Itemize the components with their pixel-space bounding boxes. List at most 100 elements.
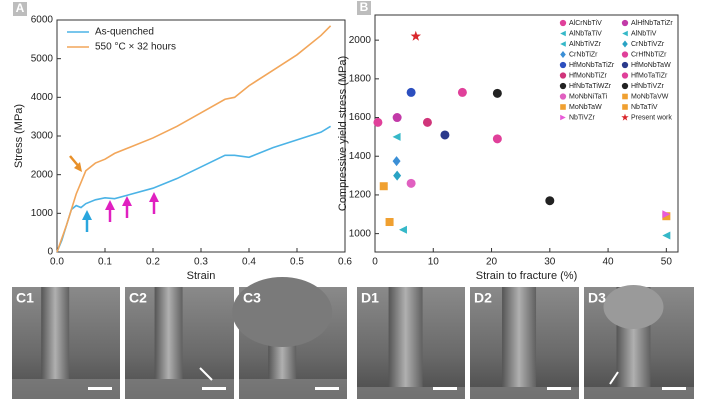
legend-marker [559,19,567,27]
legend-marker [560,51,566,58]
x-tick-label: 0.4 [242,257,256,268]
legend-label: CrNbTiVZr [631,41,665,48]
deformed-top [603,285,664,329]
legend-label: HfMoNbTaTiZr [569,62,615,69]
panel-letter: B [360,0,369,14]
x-tick-label: 0.1 [98,257,112,268]
legend-marker [560,104,566,110]
legend-label: MoNbNiTaTi [569,93,608,100]
legend-marker [621,61,629,69]
y-tick-label: 5000 [31,53,54,64]
line [56,25,332,253]
scale-bar [547,387,571,390]
point [398,225,407,234]
panel-label: C1 [16,290,34,306]
legend-label: As-quenched [95,27,154,38]
panel-label: D3 [588,290,606,306]
legend-marker [622,40,628,48]
pillar [268,342,297,379]
y-tick-label: 6000 [31,15,54,26]
x-tick-label: 30 [544,257,556,268]
x-tick-label: 0.3 [194,257,208,268]
arrow [74,162,82,172]
point [662,210,671,219]
legend-marker [622,104,628,110]
legend-marker [559,93,567,100]
legend-label: AlNbTaTiV [569,30,602,37]
legend-marker [559,72,567,79]
legend-label: AlHfNbTaTiZr [631,20,673,27]
legend-label: NbTiVZr [569,114,595,121]
legend-label: CrNbTiZr [569,51,598,58]
x-tick-label: 0 [372,257,378,268]
x-tick-label: 0.5 [290,257,304,268]
point [440,130,450,140]
x-tick-label: 10 [428,257,440,268]
legend-label: HfMoNbTaW [631,62,671,69]
pillar [41,287,70,379]
legend-label: HfNbTiVZr [631,83,664,90]
x-tick-label: 0.0 [50,257,64,268]
point [422,117,432,127]
arrow [105,200,115,210]
y-tick-label: 1600 [349,112,372,123]
legend-label: AlCrNbTiV [569,20,602,27]
arrow [149,192,159,202]
panel-letter-box [13,2,27,16]
arrow [609,371,619,385]
arrow [122,196,132,206]
y-tick-label: 0 [47,247,53,258]
y-tick-label: 3000 [31,131,54,142]
legend-marker [560,30,566,37]
legend-marker [621,72,629,79]
scale-bar [202,387,226,390]
legend-marker [622,93,628,100]
panel-letter-box [357,1,371,15]
panel-label: C3 [243,290,261,306]
point [457,87,467,97]
legend-label: MoNbTaVW [631,93,669,100]
legend-label: HfMoNbTiZr [569,72,608,79]
y-axis-label: Compressive yield stress (MPa) [337,56,349,211]
y-tick-label: 1000 [349,228,372,239]
point [385,218,394,227]
legend-label: CrHfNbTiZr [631,51,667,58]
legend-label: HfNbTaTiWZr [569,83,612,90]
x-axis-label: Strain [187,270,216,282]
pillar [154,287,183,379]
legend-label: MoNbTaW [569,104,602,111]
x-tick-label: 0.2 [146,257,160,268]
arrow [82,210,92,220]
line [56,125,332,253]
plot-frame [56,19,346,253]
y-tick-label: 1800 [349,73,372,84]
legend-marker [559,82,567,90]
point [545,196,555,206]
legend-marker [621,82,629,90]
point [662,231,671,240]
x-tick-label: 0.6 [338,257,352,268]
legend-label: 550 °C × 32 hours [95,42,176,53]
panel-label: D1 [361,290,379,306]
legend-label: NbTaTiV [631,104,658,111]
panel-letter: A [16,1,25,15]
point [392,132,401,141]
panel-label: C2 [129,290,147,306]
point [492,134,502,144]
point [410,30,422,41]
legend-label: AlNbTiV [631,30,657,37]
scale-bar [662,387,686,390]
pillar [388,287,423,387]
scale-bar [88,387,112,390]
legend-label: HfMoTaTiZr [631,72,668,79]
legend-label: Present work [631,114,672,121]
legend-marker [622,30,628,37]
arrow [199,367,213,381]
point [393,170,402,181]
legend-marker [621,113,629,121]
x-tick-label: 50 [661,257,673,268]
y-tick-label: 2000 [349,35,372,46]
pillar [502,287,537,387]
y-tick-label: 1400 [349,151,372,162]
